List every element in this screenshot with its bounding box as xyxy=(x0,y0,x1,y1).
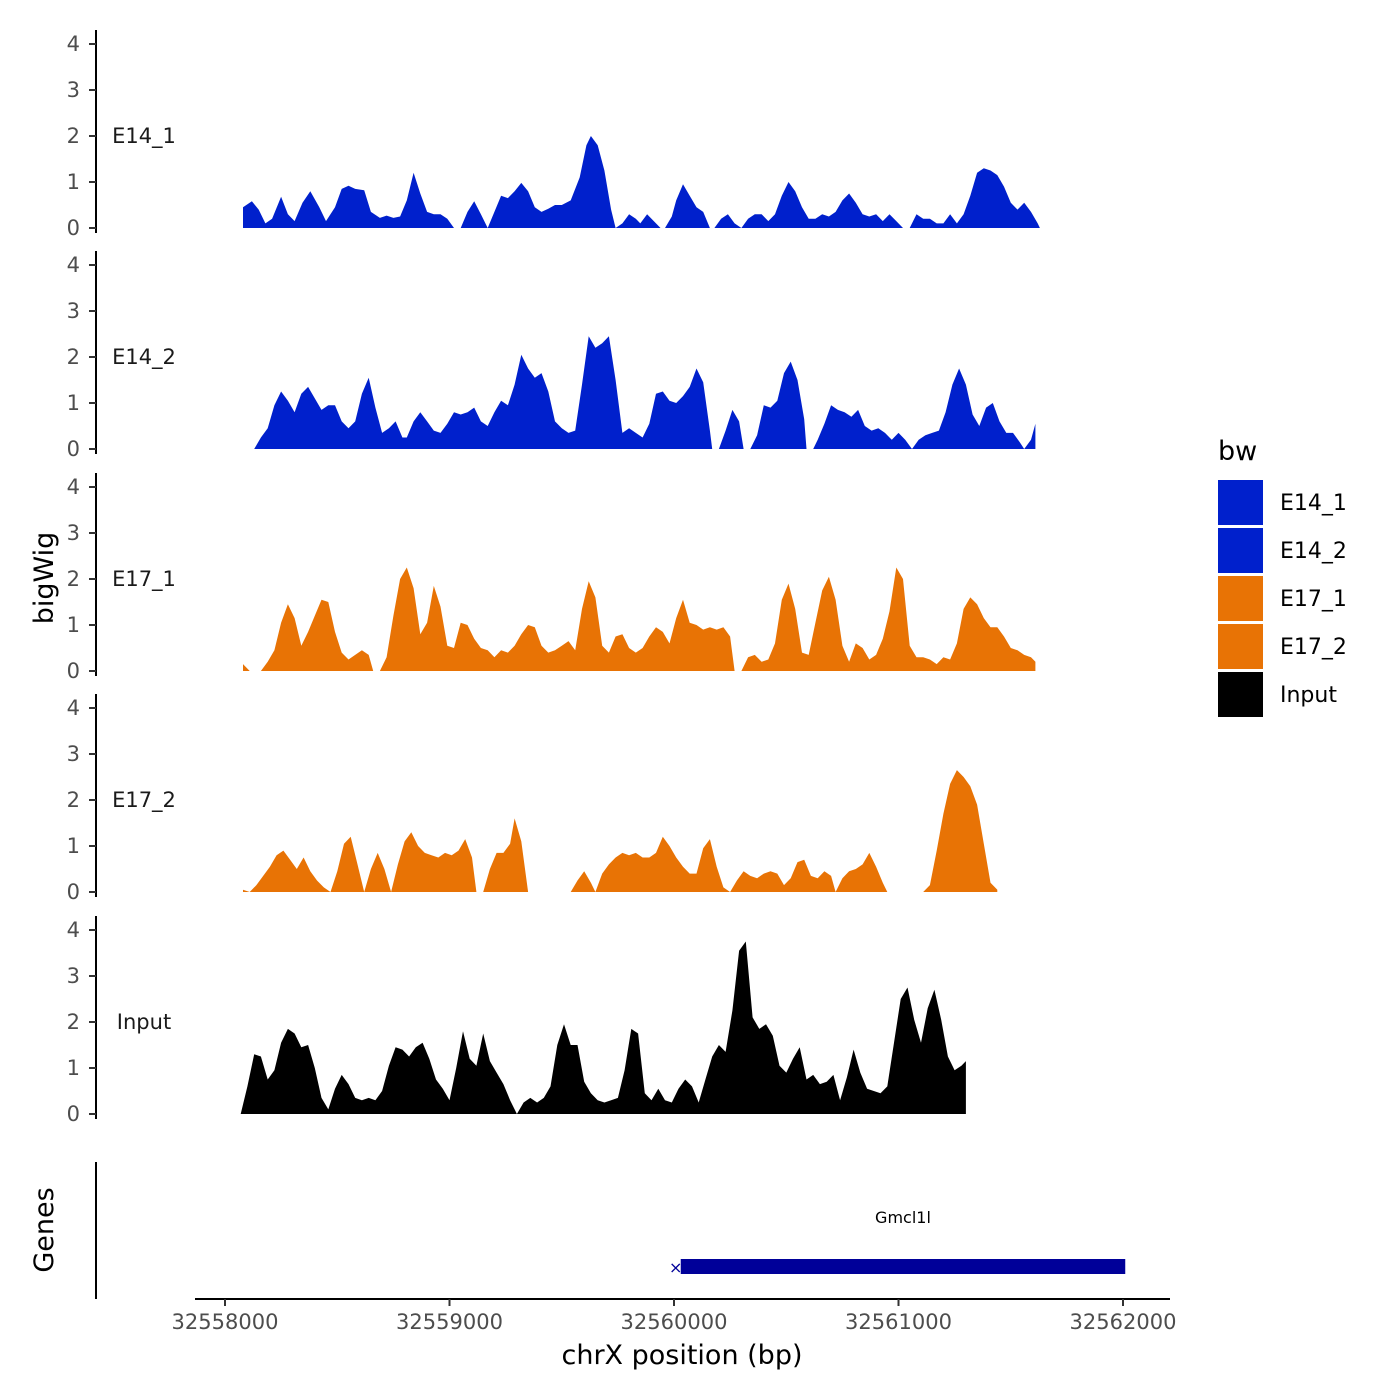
signal-area-input xyxy=(240,941,966,1114)
y-tick-label: 3 xyxy=(67,521,80,545)
y-tick-label: 2 xyxy=(67,124,80,148)
y-tick-label: 0 xyxy=(67,1102,80,1126)
x-tick-label: 32558000 xyxy=(172,1310,279,1334)
y-tick-label: 4 xyxy=(67,253,80,277)
tracks: 0 1 2 3 4 E14_1 0 1 2 3 4 E14_2 0 1 2 3 4 E17_1 0 1 2 3 4 E17_2… xyxy=(67,30,1040,1126)
legend-swatch xyxy=(1218,672,1263,717)
y-tick-label: 0 xyxy=(67,659,80,683)
legend-swatch xyxy=(1218,576,1263,621)
track-input: 0 1 2 3 4 Input xyxy=(67,916,966,1126)
legend-label: E14_1 xyxy=(1280,491,1347,516)
gene-label: Gmcl1l xyxy=(875,1208,931,1227)
y-tick-label: 1 xyxy=(67,834,80,858)
genes-axis-title: Genes xyxy=(29,1187,60,1272)
legend-label: E17_2 xyxy=(1280,635,1347,660)
y-tick-label: 1 xyxy=(67,613,80,637)
y-tick-label: 0 xyxy=(67,437,80,461)
legend-swatch xyxy=(1218,624,1263,669)
signal-area-e14-1 xyxy=(243,136,1040,228)
genes-panel: Genes × Gmcl1l xyxy=(29,1162,1126,1299)
y-tick-label: 3 xyxy=(67,78,80,102)
legend-entries: E14_1 E14_2 E17_1 E17_2 Input xyxy=(1218,480,1347,717)
y-tick-label: 4 xyxy=(67,696,80,720)
gene-features: × Gmcl1l xyxy=(669,1208,1126,1277)
y-tick-label: 2 xyxy=(67,1010,80,1034)
x-ticks: 32558000 32559000 32560000 32561000 32562000 xyxy=(172,1299,1177,1334)
y-tick-label: 2 xyxy=(67,788,80,812)
y-tick-label: 1 xyxy=(67,391,80,415)
y-tick-label: 4 xyxy=(67,32,80,56)
signal-area-e17-2 xyxy=(243,770,998,892)
y-tick-label: 0 xyxy=(67,216,80,240)
legend-title: bw xyxy=(1218,436,1257,467)
x-tick-label: 32559000 xyxy=(396,1310,503,1334)
legend-swatch xyxy=(1218,480,1263,525)
legend-swatch xyxy=(1218,528,1263,573)
y-tick-label: 3 xyxy=(67,742,80,766)
signal-area-e17-1 xyxy=(243,567,1036,671)
legend-label: Input xyxy=(1280,683,1337,708)
x-tick-label: 32560000 xyxy=(621,1310,728,1334)
legend: bw E14_1 E14_2 E17_1 E17_2 Input xyxy=(1218,436,1347,717)
gene-strand-marker: × xyxy=(669,1258,682,1277)
y-tick-label: 4 xyxy=(67,475,80,499)
x-axis-title: chrX position (bp) xyxy=(561,1340,802,1371)
x-tick-label: 32561000 xyxy=(845,1310,952,1334)
track-label: E17_1 xyxy=(112,567,176,592)
y-tick-label: 0 xyxy=(67,880,80,904)
y-tick-label: 1 xyxy=(67,170,80,194)
y-tick-label: 3 xyxy=(67,299,80,323)
y-tick-label: 3 xyxy=(67,964,80,988)
track-e17-2: 0 1 2 3 4 E17_2 xyxy=(67,694,998,904)
y-tick-label: 4 xyxy=(67,918,80,942)
y-tick-label: 2 xyxy=(67,345,80,369)
y-axis-title: bigWig xyxy=(29,532,60,625)
x-tick-label: 32562000 xyxy=(1070,1310,1177,1334)
y-tick-label: 1 xyxy=(67,1056,80,1080)
track-e17-1: 0 1 2 3 4 E17_1 xyxy=(67,473,1036,683)
track-label: Input xyxy=(117,1010,171,1034)
track-label: E14_2 xyxy=(112,345,176,370)
legend-label: E17_1 xyxy=(1280,587,1347,612)
x-axis: 32558000 32559000 32560000 32561000 32562000… xyxy=(172,1298,1177,1371)
y-tick-label: 2 xyxy=(67,567,80,591)
track-label: E14_1 xyxy=(112,124,176,149)
gene-body xyxy=(680,1259,1126,1274)
track-label: E17_2 xyxy=(112,788,176,813)
legend-label: E14_2 xyxy=(1280,539,1347,564)
signal-area-e14-2 xyxy=(254,336,1036,449)
track-e14-1: 0 1 2 3 4 E14_1 xyxy=(67,30,1040,240)
track-e14-2: 0 1 2 3 4 E14_2 xyxy=(67,251,1036,461)
